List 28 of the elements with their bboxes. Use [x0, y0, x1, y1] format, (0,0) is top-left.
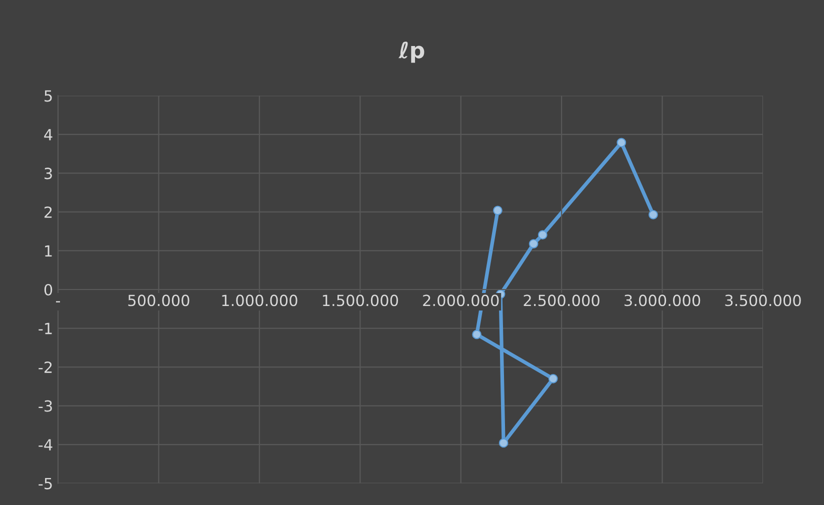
point: [548, 374, 558, 384]
x-tick-label: 1.500.000: [322, 294, 398, 306]
point: [498, 438, 508, 448]
x-tick-label: -: [56, 301, 60, 302]
y-tick-label: 3: [44, 168, 52, 180]
y-tick-label: -3: [38, 400, 52, 412]
y-tick-label: 0: [44, 284, 52, 296]
point: [538, 230, 548, 240]
y-tick-label: 2: [44, 206, 52, 218]
x-tick-label: 2.000.000: [423, 294, 499, 306]
point: [493, 206, 502, 216]
point: [648, 210, 658, 220]
x-tick-label: 500.000: [128, 294, 190, 306]
point: [616, 138, 626, 148]
y-tick-label: 5: [44, 90, 52, 102]
y-tick-label: -2: [38, 361, 52, 373]
y-tick-label: -4: [38, 439, 52, 450]
x-tick-label: 2.500.000: [524, 294, 600, 306]
chart-title: ℓp: [398, 42, 424, 63]
y-tick-label: -5: [38, 478, 52, 490]
y-tick-label: 4: [44, 129, 52, 140]
x-tick-label: 3.000.000: [624, 294, 700, 306]
y-tick-label: 1: [45, 245, 52, 257]
point: [472, 330, 482, 340]
point: [528, 239, 538, 248]
x-tick-label: 3.500.000: [725, 294, 801, 306]
y-tick-label: -1: [38, 322, 52, 334]
x-tick-label: 1.000.000: [222, 294, 298, 306]
